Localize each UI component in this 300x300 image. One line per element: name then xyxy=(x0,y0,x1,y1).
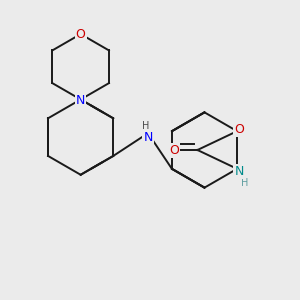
Text: O: O xyxy=(169,143,178,157)
Text: N: N xyxy=(234,165,244,178)
Text: O: O xyxy=(76,28,85,40)
Text: H: H xyxy=(241,178,249,188)
Text: N: N xyxy=(76,94,85,107)
Text: H: H xyxy=(142,121,150,131)
Text: O: O xyxy=(234,123,244,136)
Text: N: N xyxy=(143,130,153,144)
